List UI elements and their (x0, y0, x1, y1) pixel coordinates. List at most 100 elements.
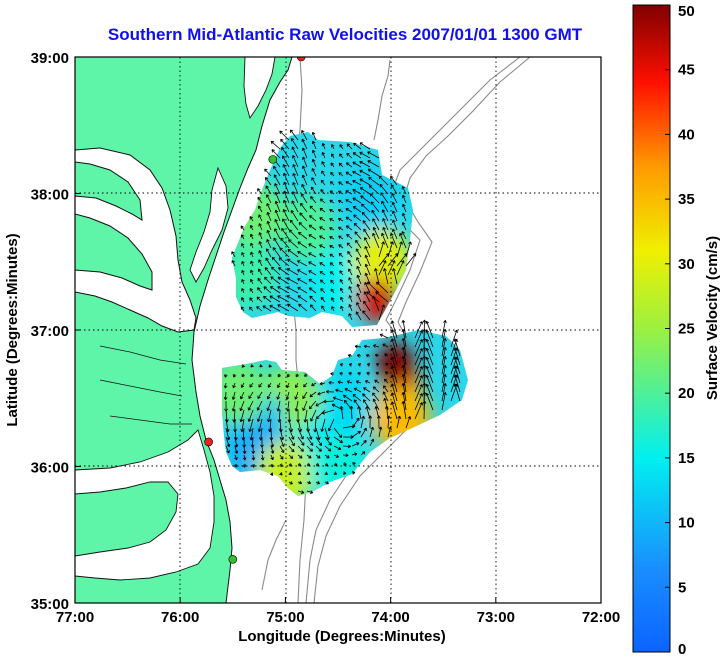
velocity-arrow-577 (324, 445, 332, 452)
velocity-arrow-439 (353, 387, 362, 393)
velocity-arrow-418 (414, 366, 423, 384)
velocity-arrow-472 (414, 384, 423, 402)
velocity-arrow-482 (256, 409, 263, 422)
colorbar: 0 5 10 15 20 25 30 35 40 45 50 Surface Velocity (c… (632, 3, 721, 658)
velocity-arrow-0 (279, 130, 290, 141)
velocity-arrow-110 (337, 208, 344, 213)
velocity-arrow-204 (329, 253, 335, 258)
velocity-arrow-165 (329, 236, 335, 240)
velocity-arrow-285 (376, 281, 389, 294)
velocity-arrow-480 (239, 409, 245, 423)
velocity-arrow-166 (338, 235, 344, 240)
velocity-arrow-315 (348, 304, 353, 312)
velocity-arrow-359 (348, 363, 353, 367)
station-marker-3 (204, 437, 213, 447)
velocity-arrow-286 (241, 297, 245, 303)
velocity-arrow-206 (347, 251, 353, 258)
velocity-arrow-114 (370, 201, 380, 213)
y-ticks: 35:00 36:00 37:00 38:00 39:00 (31, 50, 81, 613)
velocity-arrow-91 (319, 198, 326, 204)
velocity-arrow-300 (363, 291, 371, 303)
velocity-arrow-93 (337, 199, 344, 204)
velocity-arrow-163 (308, 234, 317, 240)
velocity-arrow-420 (425, 365, 434, 384)
velocity-arrow-261 (330, 279, 335, 285)
velocity-arrow-217 (265, 257, 272, 267)
velocity-arrow-380 (295, 373, 299, 378)
velocity-arrow-518 (357, 405, 362, 420)
velocity-arrow-387 (375, 371, 380, 376)
velocity-arrow-506 (248, 418, 254, 432)
velocity-arrow-240 (297, 269, 308, 276)
velocity-arrow-49 (352, 170, 362, 177)
velocity-arrow-507 (257, 418, 263, 432)
velocity-arrow-620 (342, 471, 347, 475)
velocity-arrow-382 (330, 372, 335, 376)
pamlico-sound (75, 429, 215, 581)
velocity-arrow-421 (441, 365, 447, 384)
velocity-arrow-21 (331, 153, 335, 159)
velocity-arrow-340 (450, 329, 458, 348)
velocity-arrow-384 (348, 371, 353, 376)
velocity-arrow-259 (308, 278, 317, 285)
velocity-arrow-175 (250, 242, 254, 249)
x-ticks: 77:00 76:00 75:00 74:00 73:00 72:00 (56, 597, 620, 626)
velocity-arrow-417 (401, 364, 407, 384)
velocity-arrow-602 (269, 463, 274, 468)
velocity-arrow-103 (274, 200, 281, 213)
velocity-arrow-322 (378, 304, 385, 321)
velocity-arrow-67 (257, 188, 263, 195)
velocity-arrow-282 (356, 283, 362, 294)
velocity-arrow-139 (266, 220, 272, 231)
velocity-arrow-441 (372, 386, 380, 393)
velocity-arrow-25 (359, 151, 371, 159)
velocity-arrow-224 (329, 262, 335, 267)
velocity-arrow-106 (300, 202, 308, 213)
velocity-arrow-582 (369, 438, 375, 447)
velocity-arrow-568 (242, 445, 247, 454)
velocity-arrow-585 (251, 454, 256, 461)
velocity-arrow-88 (292, 191, 299, 204)
velocity-arrow-193 (231, 251, 236, 258)
velocity-arrow-255 (270, 276, 281, 285)
colorbar-tick-label-3: 15 (678, 450, 695, 467)
velocity-arrow-554 (288, 436, 295, 447)
velocity-arrow-71 (292, 182, 299, 195)
velocity-arrow-376 (259, 373, 263, 377)
velocity-arrow-65 (378, 175, 389, 186)
velocity-arrow-232 (405, 253, 417, 267)
velocity-arrow-464 (332, 396, 344, 402)
velocity-arrow-160 (281, 227, 290, 240)
velocity-arrow-457 (276, 400, 281, 412)
velocity-arrow-496 (383, 397, 389, 411)
velocity-arrow-537 (324, 427, 330, 440)
velocity-arrow-250 (396, 260, 405, 276)
velocity-arrow-50 (359, 169, 371, 177)
velocity-arrow-587 (270, 454, 274, 461)
velocity-arrow-343 (365, 353, 371, 358)
velocity-arrow-396 (453, 356, 461, 375)
velocity-arrow-573 (288, 445, 295, 453)
y-tick-label-1: 36:00 (31, 460, 69, 477)
velocity-arrow-222 (308, 261, 317, 267)
velocity-arrow-401 (258, 382, 263, 388)
velocity-arrow-555 (297, 436, 305, 446)
velocity-arrow-74 (320, 189, 326, 195)
velocity-arrow-426 (240, 391, 245, 400)
velocity-arrow-127 (329, 218, 335, 222)
velocity-arrow-22 (339, 153, 344, 159)
velocity-arrow-202 (308, 252, 317, 258)
velocity-arrow-281 (348, 286, 353, 294)
velocity-arrow-563 (369, 426, 374, 438)
velocity-arrow-360 (357, 363, 362, 367)
velocity-arrow-142 (289, 219, 299, 231)
x-tick-label-3: 74:00 (371, 609, 409, 626)
velocity-arrow-199 (279, 247, 290, 258)
velocity-arrow-61 (345, 181, 353, 186)
velocity-arrow-361 (366, 363, 371, 367)
colorbar-tick-label-5: 25 (678, 321, 695, 338)
velocity-arrow-151 (372, 218, 380, 231)
velocity-arrow-297 (340, 296, 344, 303)
velocity-arrow-456 (266, 400, 272, 412)
velocity-arrow-580 (351, 442, 360, 447)
